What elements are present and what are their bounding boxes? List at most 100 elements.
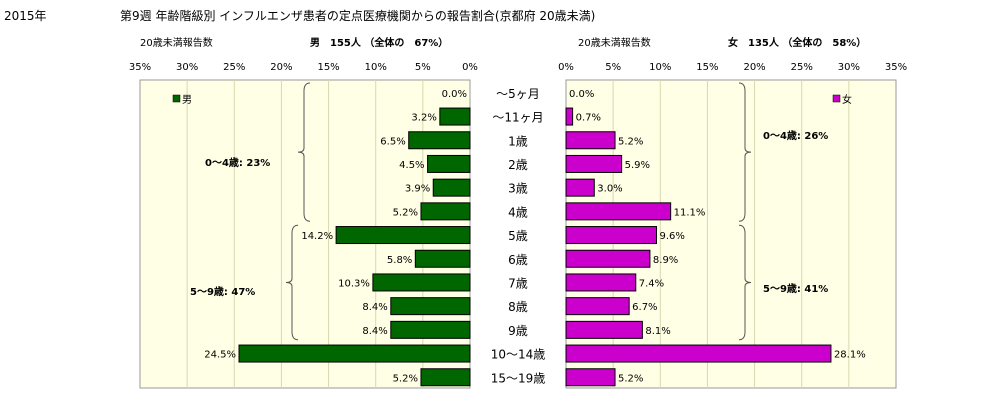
male-value-label: 5.8% bbox=[387, 255, 412, 266]
female-value-label: 0.7% bbox=[576, 113, 601, 124]
female-value-label: 8.1% bbox=[645, 326, 670, 337]
male-value-label: 5.2% bbox=[393, 207, 418, 218]
female-bar bbox=[565, 368, 616, 387]
female-value-label: 6.7% bbox=[632, 302, 657, 313]
female-bar bbox=[565, 320, 643, 339]
male-tick-label: 20% bbox=[270, 62, 292, 73]
male-bar bbox=[238, 344, 471, 363]
female-value-label: 28.1% bbox=[834, 350, 866, 361]
female-bar bbox=[565, 202, 672, 221]
male-tick-label: 0% bbox=[462, 62, 478, 73]
male-tick-label: 35% bbox=[129, 62, 151, 73]
female-bar bbox=[565, 273, 637, 292]
female-value-label: 11.1% bbox=[674, 207, 706, 218]
male-bar bbox=[427, 154, 471, 173]
male-bracket-0-4 bbox=[297, 82, 311, 222]
age-category-label: 6歳 bbox=[508, 253, 528, 267]
male-bracket-5-9 bbox=[285, 224, 299, 341]
female-tick-label: 10% bbox=[649, 62, 671, 73]
female-tick-label: 0% bbox=[558, 62, 574, 73]
male-bar bbox=[372, 273, 471, 292]
female-tick-label: 35% bbox=[885, 62, 907, 73]
female-value-label: 5.2% bbox=[618, 373, 643, 384]
male-bar bbox=[414, 249, 471, 268]
age-category-label: 2歳 bbox=[508, 158, 528, 172]
male-tick-label: 30% bbox=[176, 62, 198, 73]
female-legend: 女 bbox=[832, 93, 852, 106]
male-value-label: 8.4% bbox=[362, 302, 387, 313]
male-value-label: 10.3% bbox=[338, 278, 370, 289]
male-value-label: 3.2% bbox=[411, 113, 436, 124]
female-value-label: 9.6% bbox=[660, 231, 685, 242]
category-labels: ～5ヶ月 ～11ヶ月 1歳 2歳 3歳 4歳 5歳 6歳 7歳 8歳 9歳 10～14歳 15～19歳 bbox=[491, 87, 546, 385]
male-bar bbox=[390, 297, 471, 316]
male-value-label: 8.4% bbox=[362, 326, 387, 337]
male-bar bbox=[390, 320, 471, 339]
male-bar bbox=[335, 226, 471, 245]
male-bar bbox=[408, 131, 471, 150]
age-category-label: 8歳 bbox=[508, 300, 528, 314]
bar-labels: 0.0% 0.0% 3.2% 0.7% 6.5% 5.2% 4.5% 5.9% 3.9% 3.0%… bbox=[204, 89, 866, 384]
male-value-label: 0.0% bbox=[442, 89, 467, 100]
female-tick-label: 30% bbox=[838, 62, 860, 73]
age-category-label: 5歳 bbox=[508, 229, 528, 243]
male-summary: 男 155人 （全体の 67%） bbox=[310, 36, 448, 49]
male-legend-swatch bbox=[172, 94, 181, 103]
age-category-label: ～11ヶ月 bbox=[492, 111, 543, 125]
group-brackets bbox=[285, 82, 752, 341]
bars bbox=[238, 107, 832, 387]
male-value-label: 6.5% bbox=[380, 136, 405, 147]
female-count-caption: 20歳未満報告数 bbox=[578, 36, 651, 49]
female-tick-label: 20% bbox=[743, 62, 765, 73]
age-category-label: 1歳 bbox=[508, 134, 528, 148]
female-group-label-0-4: 0～4歳: 26% bbox=[763, 129, 828, 142]
female-bar bbox=[565, 249, 651, 268]
female-tick-label: 15% bbox=[696, 62, 718, 73]
age-category-label: 4歳 bbox=[508, 205, 528, 219]
female-value-label: 5.2% bbox=[618, 136, 643, 147]
age-category-label: 15～19歳 bbox=[491, 371, 546, 385]
female-bar bbox=[565, 154, 623, 173]
male-tick-label: 15% bbox=[317, 62, 339, 73]
male-group-label-5-9: 5～9歳: 47% bbox=[190, 285, 255, 298]
male-legend: 男 bbox=[172, 94, 192, 106]
male-bar bbox=[439, 107, 471, 126]
male-tick-label: 5% bbox=[415, 62, 431, 73]
age-category-label: 3歳 bbox=[508, 182, 528, 196]
female-bar bbox=[565, 107, 574, 126]
male-value-label: 5.2% bbox=[393, 373, 418, 384]
female-bar bbox=[565, 344, 832, 363]
female-bar bbox=[565, 178, 595, 197]
male-bar bbox=[420, 202, 471, 221]
age-category-label: 9歳 bbox=[508, 324, 528, 338]
male-value-label: 24.5% bbox=[204, 350, 236, 361]
age-category-label: ～5ヶ月 bbox=[496, 87, 540, 101]
female-bar bbox=[565, 226, 658, 245]
female-tick-label: 25% bbox=[791, 62, 813, 73]
male-count-caption: 20歳未満報告数 bbox=[140, 36, 213, 49]
female-legend-label: 女 bbox=[842, 93, 852, 106]
age-category-label: 10～14歳 bbox=[491, 348, 546, 362]
male-bar bbox=[420, 368, 471, 387]
age-category-label: 7歳 bbox=[508, 276, 528, 290]
female-value-label: 0.0% bbox=[569, 89, 594, 100]
female-legend-swatch bbox=[832, 94, 841, 103]
female-value-label: 3.0% bbox=[597, 184, 622, 195]
female-tick-label: 5% bbox=[605, 62, 621, 73]
female-group-label-5-9: 5～9歳: 41% bbox=[763, 282, 828, 295]
male-value-label: 4.5% bbox=[399, 160, 424, 171]
female-bracket-0-4 bbox=[738, 82, 752, 222]
male-legend-label: 男 bbox=[182, 94, 192, 106]
female-value-label: 8.9% bbox=[653, 255, 678, 266]
axis-ticks: 35% 30% 25% 20% 15% 10% 5% 0% 0% 5% 10% 15% 20% 25% 30… bbox=[129, 62, 907, 73]
male-value-label: 3.9% bbox=[405, 184, 430, 195]
female-value-label: 7.4% bbox=[639, 278, 664, 289]
year-label: 2015年 bbox=[4, 9, 47, 23]
female-bar bbox=[565, 297, 630, 316]
male-group-label-0-4: 0～4歳: 23% bbox=[205, 156, 270, 169]
female-bar bbox=[565, 131, 616, 150]
male-value-label: 14.2% bbox=[301, 231, 333, 242]
male-bar bbox=[432, 178, 471, 197]
